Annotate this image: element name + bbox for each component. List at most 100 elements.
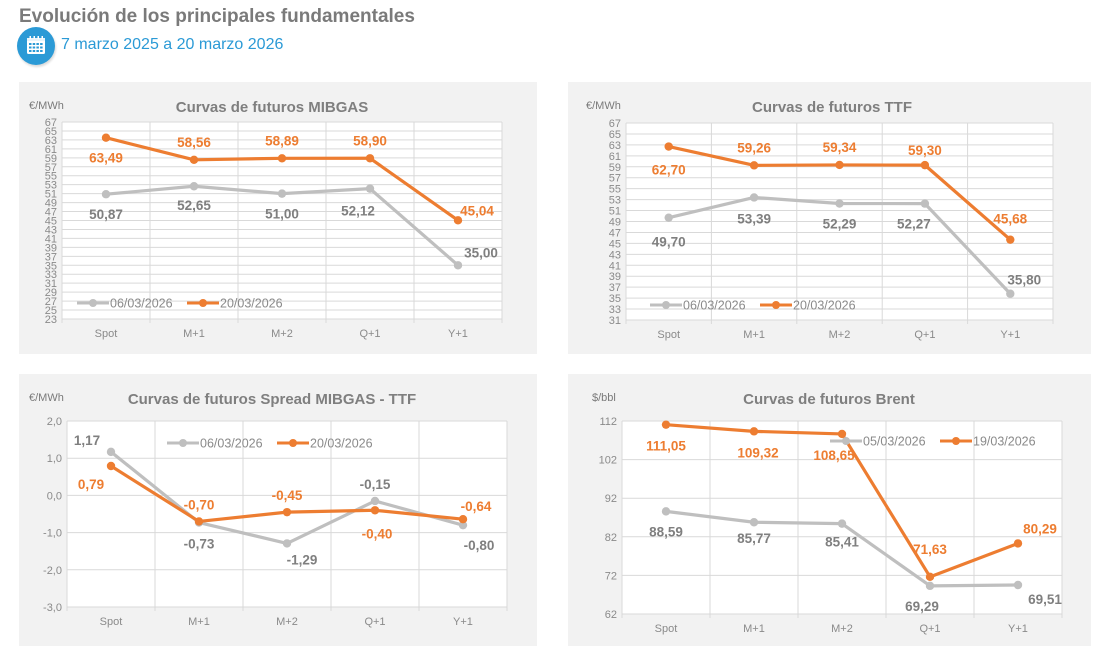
y-tick-label: 51 bbox=[609, 206, 621, 218]
data-label: 52,27 bbox=[897, 217, 931, 232]
y-tick-label: 47 bbox=[609, 227, 621, 239]
data-label: 71,63 bbox=[913, 542, 947, 557]
data-point bbox=[106, 461, 116, 471]
data-point bbox=[837, 519, 847, 528]
y-tick-label: -2,0 bbox=[43, 565, 62, 577]
data-point bbox=[661, 420, 671, 429]
y-tick-label: 53 bbox=[609, 195, 621, 207]
data-point bbox=[282, 507, 292, 517]
legend: 06/03/2026 20/03/2026 bbox=[167, 437, 373, 451]
chart-title: Curvas de futuros MIBGAS bbox=[176, 99, 369, 116]
data-label: 58,89 bbox=[265, 133, 299, 148]
y-tick-label: 45 bbox=[45, 216, 57, 228]
y-tick-label: 31 bbox=[45, 278, 57, 290]
y-tick-label: 102 bbox=[599, 455, 617, 467]
data-point bbox=[453, 216, 463, 225]
data-point bbox=[837, 429, 847, 439]
y-tick-label: 41 bbox=[609, 260, 621, 272]
legend-swatch-marker bbox=[842, 437, 850, 445]
y-tick-label: 31 bbox=[609, 315, 621, 327]
x-tick-label: Q+1 bbox=[914, 329, 935, 341]
date-range: 7 marzo 2025 a 20 marzo 2026 bbox=[61, 36, 284, 53]
data-label: 45,04 bbox=[460, 203, 494, 218]
data-point bbox=[920, 199, 930, 208]
chart-panel-brent: $/bbl Curvas de futuros Brent 112 102 92 82 72… bbox=[568, 374, 1091, 646]
data-point bbox=[1013, 580, 1023, 590]
plot-area bbox=[622, 421, 1062, 614]
y-tick-label: 55 bbox=[45, 171, 57, 183]
y-tick-label: 59 bbox=[609, 162, 621, 174]
page-title: Evolución de los principales fundamental… bbox=[19, 6, 415, 27]
data-point bbox=[365, 184, 375, 193]
y-tick-label: 27 bbox=[45, 296, 57, 308]
data-label: 63,49 bbox=[89, 151, 123, 166]
legend-swatch-marker bbox=[289, 439, 297, 447]
y-unit-label: €/MWh bbox=[29, 100, 64, 112]
data-point bbox=[664, 142, 673, 151]
y-tick-label: 43 bbox=[609, 249, 621, 261]
data-label: 58,90 bbox=[353, 133, 387, 148]
x-tick-label: Y+1 bbox=[1008, 623, 1028, 635]
data-label: 53,39 bbox=[737, 211, 771, 226]
legend-swatch-marker bbox=[179, 439, 187, 447]
legend-label: 06/03/2026 bbox=[683, 299, 746, 313]
data-label: 62,70 bbox=[652, 163, 686, 178]
data-point bbox=[189, 155, 199, 164]
y-tick-label: -1,0 bbox=[43, 528, 62, 540]
x-tick-label: Spot bbox=[95, 328, 118, 340]
data-label: 51,00 bbox=[265, 207, 299, 222]
legend-swatch-marker bbox=[952, 437, 960, 445]
y-tick-label: 59 bbox=[45, 153, 57, 165]
y-tick-label: 49 bbox=[609, 217, 621, 229]
y-tick-label: 35 bbox=[609, 293, 621, 305]
data-label: 52,29 bbox=[823, 216, 857, 231]
y-tick-label: 45 bbox=[609, 238, 621, 250]
y-tick-label: 49 bbox=[45, 198, 57, 210]
y-unit-label: $/bbl bbox=[592, 392, 616, 404]
x-tick-label: M+2 bbox=[271, 328, 293, 340]
data-point bbox=[1006, 289, 1015, 298]
data-label: 1,17 bbox=[74, 433, 100, 448]
data-label: 52,12 bbox=[341, 204, 375, 219]
data-point bbox=[835, 160, 844, 170]
legend-swatch-marker bbox=[772, 301, 780, 309]
x-tick-label: Spot bbox=[655, 623, 678, 635]
x-tick-label: M+1 bbox=[183, 328, 205, 340]
chart-brent: $/bbl Curvas de futuros Brent 112 102 92 82 72… bbox=[592, 391, 1063, 635]
y-tick-label: 65 bbox=[45, 126, 57, 138]
data-point bbox=[458, 515, 468, 524]
y-tick-label: 72 bbox=[605, 570, 617, 582]
data-point bbox=[106, 447, 116, 457]
legend-label: 06/03/2026 bbox=[200, 437, 263, 451]
y-tick-label: 61 bbox=[45, 144, 57, 156]
data-label: -0,64 bbox=[461, 499, 492, 514]
y-tick-label: -3,0 bbox=[43, 602, 62, 614]
data-label: 80,29 bbox=[1023, 521, 1057, 536]
data-label: 85,41 bbox=[825, 535, 859, 550]
data-point bbox=[749, 161, 759, 170]
y-tick-label: 92 bbox=[605, 493, 617, 505]
x-tick-label: Spot bbox=[100, 616, 123, 628]
data-point bbox=[661, 507, 671, 516]
y-tick-label: 41 bbox=[45, 233, 57, 245]
y-tick-label: 112 bbox=[599, 416, 617, 428]
x-tick-label: Q+1 bbox=[359, 328, 380, 340]
y-tick-label: 43 bbox=[45, 224, 57, 236]
data-label: 59,30 bbox=[908, 143, 942, 158]
y-tick-label: 57 bbox=[609, 173, 621, 185]
y-tick-label: 29 bbox=[45, 287, 57, 299]
data-point bbox=[1013, 539, 1023, 548]
y-tick-label: 39 bbox=[45, 242, 57, 254]
data-label: 69,29 bbox=[905, 599, 939, 614]
data-label: 85,77 bbox=[737, 531, 771, 546]
data-point bbox=[749, 193, 759, 202]
legend: 05/03/2026 19/03/2026 bbox=[830, 435, 1036, 449]
chart-title: Curvas de futuros Spread MIBGAS - TTF bbox=[128, 391, 416, 408]
x-tick-label: Spot bbox=[657, 329, 680, 341]
calendar-icon bbox=[17, 27, 55, 65]
data-label: -0,45 bbox=[272, 488, 303, 503]
y-tick-label: 57 bbox=[45, 162, 57, 174]
data-label: 35,00 bbox=[464, 245, 498, 260]
data-point bbox=[749, 518, 759, 527]
y-tick-label: 67 bbox=[45, 117, 57, 129]
